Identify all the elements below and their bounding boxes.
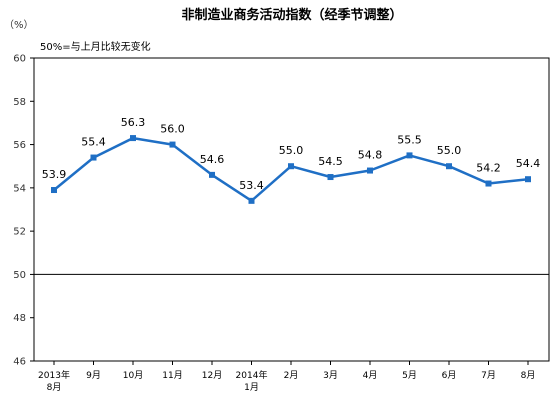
data-labels: 53.9 55.4 56.3 56.0 54.6 53.4 55.0 54.5 54.8 55.5… (42, 116, 541, 192)
y-tick-label: 56 (13, 140, 26, 151)
x-tick-label: 5月 (402, 370, 417, 381)
x-tick-label: 7月 (481, 370, 496, 381)
data-points (51, 135, 531, 204)
data-point (327, 174, 334, 181)
y-tick-label: 58 (13, 97, 26, 108)
y-axis-unit-label: （%） (4, 19, 34, 31)
data-point (130, 135, 136, 142)
x-tick-label: 4月 (363, 370, 378, 381)
x-tick-label: 10月 (123, 370, 143, 381)
x-tick-label: 2014年 1月 (236, 369, 268, 393)
plot-area-frame (33, 57, 550, 362)
x-tick-label: 8月 (521, 370, 536, 381)
data-label: 54.8 (358, 149, 383, 162)
data-point (209, 171, 215, 178)
y-tick-label: 60 (13, 54, 26, 65)
y-axis-ticks: 46 48 50 52 54 56 58 60 (13, 54, 34, 368)
data-point (248, 197, 255, 204)
annotation-note: 50%=与上月比较无变化 (40, 40, 151, 53)
x-axis-ticks: 2013年 8月 9月 10月 11月 12月 2014年 1月 2月 3月 4月 5月 6月 7月 8月 (38, 361, 535, 393)
data-point (288, 163, 294, 170)
x-tick-label: 9月 (86, 370, 101, 381)
data-point (485, 180, 492, 187)
data-point (169, 141, 176, 148)
x-tick-label: 11月 (162, 370, 182, 381)
x-tick-label: 2月 (284, 370, 299, 381)
x-tick-label: 6月 (442, 370, 457, 381)
data-label: 56.0 (160, 123, 185, 136)
data-point (446, 163, 452, 170)
data-point (51, 187, 57, 194)
data-point (367, 167, 373, 174)
data-point (90, 154, 97, 161)
data-label: 54.2 (476, 162, 501, 175)
data-label: 53.9 (42, 168, 67, 181)
data-point (525, 176, 531, 183)
data-point (406, 152, 413, 159)
data-label: 54.4 (516, 157, 541, 170)
data-label: 53.4 (239, 179, 264, 192)
data-label: 55.0 (279, 144, 304, 157)
data-label: 55.4 (81, 136, 106, 149)
data-label: 55.5 (397, 133, 422, 146)
y-tick-label: 48 (13, 313, 26, 324)
chart-title: 非制造业商务活动指数（经季节调整） (181, 7, 402, 23)
data-label: 54.6 (200, 153, 225, 166)
y-tick-label: 52 (13, 227, 26, 238)
y-tick-label: 50 (13, 270, 26, 281)
data-label: 56.3 (121, 116, 146, 129)
y-tick-label: 54 (13, 183, 26, 194)
y-tick-label: 46 (13, 357, 26, 368)
x-tick-label: 12月 (202, 370, 222, 381)
x-tick-label: 3月 (323, 370, 338, 381)
x-tick-label: 2013年 8月 (38, 369, 70, 393)
data-label: 54.5 (318, 155, 343, 168)
data-label: 55.0 (437, 144, 462, 157)
